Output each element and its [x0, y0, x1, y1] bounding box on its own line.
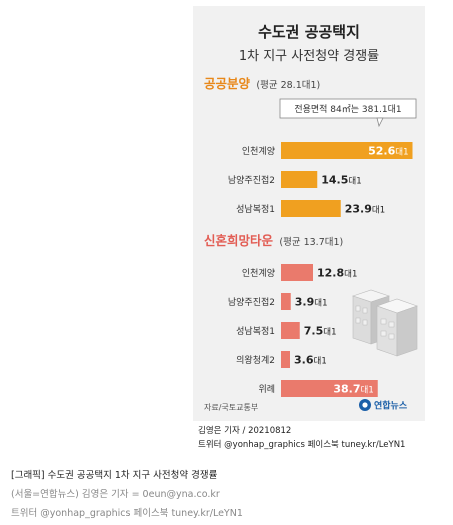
- g1-bar-0: [281, 142, 413, 159]
- group1-average: (평균 28.1대1): [256, 80, 320, 91]
- g2-value-label-0: 12.8대1: [317, 267, 357, 280]
- group1-name: 공공분양: [204, 76, 251, 91]
- g1-category-label-0: 인천계양: [242, 145, 275, 157]
- g2-category-label-4: 위례: [258, 384, 275, 395]
- g2-bar-2: [281, 322, 300, 339]
- callout-text: 전용면적 84㎡는 381.1대1: [294, 103, 401, 115]
- caption-title: [그래픽] 수도권 공공택지 1차 지구 사전청약 경쟁률: [11, 470, 218, 481]
- g2-bar-4: [281, 380, 378, 397]
- callout-box: [279, 98, 417, 119]
- g2-value-label-2: 7.5대1: [304, 325, 337, 338]
- credit-byline: 김영은 기자 / 20210812: [198, 426, 292, 436]
- infographic: 수도권 공공택지 1차 지구 사전청약 경쟁률 공공분양 (평균 28.1대1)…: [193, 6, 425, 421]
- group2-bars: 인천계양 12.8대1 남양주진접2 3.9대1 성남복정1 7.5대1 의왕청계2 3.6대…: [228, 264, 378, 397]
- g2-bar-0: [281, 264, 313, 281]
- g1-value-label-2: 23.9대1: [345, 203, 385, 216]
- logo-text: 연합뉴스: [374, 400, 408, 412]
- g1-value-label-1: 14.5대1: [321, 174, 361, 187]
- source-label: 자료/국토교통부: [204, 403, 258, 412]
- credit-social: 트위터 @yonhap_graphics 페이스북 tuney.kr/LeYN1: [198, 440, 406, 450]
- g2-value-label-1: 3.9대1: [295, 296, 328, 309]
- g1-value-label-0: 52.6대1: [368, 145, 408, 158]
- group1-title: 공공분양 (평균 28.1대1): [204, 76, 320, 91]
- g1-category-label-1: 남양주진접2: [228, 174, 275, 186]
- caption-byline: (서울=연합뉴스) 김영은 기자 = 0eun@yna.co.kr: [11, 489, 220, 500]
- group2-name: 신혼희망타운: [204, 233, 274, 248]
- g2-category-label-3: 의왕청계2: [236, 354, 275, 366]
- g2-value-label-3: 3.6대1: [294, 354, 327, 367]
- g2-category-label-0: 인천계양: [242, 267, 275, 279]
- g2-category-label-2: 성남복정1: [236, 326, 275, 337]
- group2-average: (평균 13.7대1): [279, 237, 343, 248]
- chart-title: 수도권 공공택지: [258, 23, 360, 41]
- g2-bar-3: [281, 351, 290, 368]
- yonhap-logo-icon: 연합뉴스: [359, 399, 408, 412]
- g2-category-label-1: 남양주진접2: [228, 296, 275, 308]
- chart-svg: 수도권 공공택지 1차 지구 사전청약 경쟁률 공공분양 (평균 28.1대1)…: [204, 23, 418, 412]
- apartment-buildings-icon: [352, 289, 418, 357]
- g1-bar-2: [281, 200, 341, 217]
- g1-category-label-2: 성남복정1: [236, 204, 275, 215]
- callout-pointer: [376, 117, 384, 128]
- group1-bars: 인천계양 52.6대1 남양주진접2 14.5대1 성남복정1 23.9대1: [228, 142, 413, 217]
- chart-subtitle: 1차 지구 사전청약 경쟁률: [239, 49, 379, 64]
- g2-bar-1: [281, 293, 291, 310]
- g1-bar-1: [281, 171, 318, 188]
- caption-social: 트위터 @yonhap_graphics 페이스북 tuney.kr/LeYN1: [11, 508, 243, 519]
- g2-value-label-4: 38.7대1: [333, 383, 373, 396]
- group2-title: 신혼희망타운 (평균 13.7대1): [204, 233, 343, 248]
